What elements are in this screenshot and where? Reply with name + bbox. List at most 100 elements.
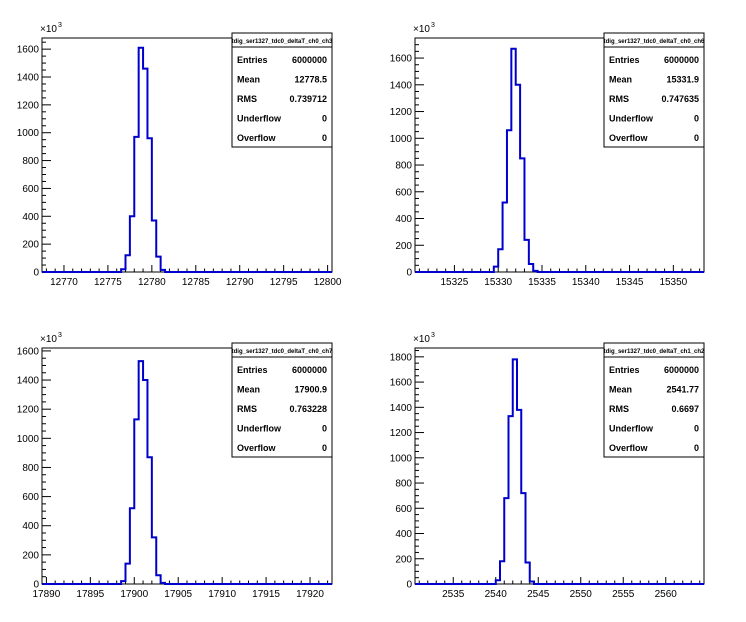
stats-value: 0 — [322, 443, 327, 453]
histogram-pad-2: 0 200 400 600 800 1000 1200 1400 1600 15325 15330 1… — [390, 22, 705, 288]
histogram-outline — [42, 360, 332, 585]
stats-label: Underflow — [237, 114, 282, 124]
stats-label: Mean — [237, 75, 260, 85]
y-exponent-power: 3 — [58, 22, 62, 29]
x-tick-label: 15340 — [572, 277, 600, 288]
x-tick-label: 12790 — [226, 277, 254, 288]
stats-value: 0.6697 — [671, 404, 699, 414]
x-tick-label: 2555 — [612, 589, 635, 600]
y-tick-label: 200 — [22, 550, 39, 561]
y-tick-label: 600 — [22, 492, 39, 503]
stats-box-frame — [603, 32, 705, 148]
stats-label: Overflow — [237, 443, 277, 453]
stats-box: tdig_ser1327_tdc0_deltaT_ch0_ch6 Entries 6… — [603, 32, 705, 148]
stats-value: 6000000 — [664, 55, 699, 65]
stats-value: 0 — [694, 114, 699, 124]
stats-label: Overflow — [609, 443, 649, 453]
y-tick-label: 600 — [22, 184, 39, 195]
stats-label: Mean — [609, 75, 632, 85]
y-tick-label: 1200 — [390, 428, 413, 439]
stats-value: 0.763228 — [289, 404, 327, 414]
y-tick-label: 1600 — [17, 346, 40, 357]
stats-label: Overflow — [237, 133, 277, 143]
y-tick-label: 1400 — [17, 73, 40, 84]
stats-value: 15331.9 — [666, 75, 699, 85]
stats-box: tdig_ser1327_tdc0_deltaT_ch1_ch2 Entries 6… — [603, 342, 705, 458]
histogram-title: tdig_ser1327_tdc0_deltaT_ch0_ch7 — [232, 349, 333, 355]
y-tick-label: 1400 — [390, 80, 413, 91]
histogram-pad-1: 0 200 400 600 800 1000 1200 1400 1600 12770 12775 1… — [17, 22, 342, 288]
y-tick-label: 1400 — [17, 376, 40, 387]
y-tick-label: 800 — [395, 161, 412, 172]
stats-label: Underflow — [609, 424, 654, 434]
y-tick-label: 400 — [22, 212, 39, 223]
stats-label: Entries — [237, 365, 268, 375]
stats-label: Entries — [609, 55, 640, 65]
y-exponent-power: 3 — [58, 332, 62, 339]
stats-label: RMS — [237, 94, 257, 104]
y-tick-label: 0 — [406, 268, 412, 279]
stats-label: Overflow — [609, 133, 649, 143]
y-tick-label: 200 — [395, 241, 412, 252]
histogram-outline — [415, 358, 704, 585]
stats-value: 6000000 — [664, 365, 699, 375]
stats-label: Entries — [609, 365, 640, 375]
y-exponent-label: ×10 — [413, 334, 430, 345]
stats-value: 17900.9 — [294, 385, 327, 395]
y-tick-label: 1000 — [17, 128, 40, 139]
y-tick-label: 1600 — [390, 54, 413, 65]
x-tick-label: 17905 — [164, 589, 192, 600]
x-tick-label: 12770 — [50, 277, 78, 288]
x-tick-label: 15345 — [616, 277, 644, 288]
stats-box-frame — [231, 342, 333, 458]
y-exponent-power: 3 — [431, 22, 435, 29]
x-tick-label: 12780 — [138, 277, 166, 288]
y-tick-label: 600 — [395, 504, 412, 515]
y-tick-label: 800 — [395, 479, 412, 490]
x-tick-label: 15335 — [528, 277, 556, 288]
stats-value: 0 — [694, 424, 699, 434]
y-tick-label: 1000 — [390, 453, 413, 464]
x-tick-label: 17895 — [76, 589, 104, 600]
stats-value: 0 — [694, 443, 699, 453]
y-tick-label: 400 — [395, 214, 412, 225]
histogram-outline — [415, 47, 704, 273]
y-exponent-power: 3 — [431, 332, 435, 339]
stats-label: RMS — [237, 404, 257, 414]
stats-value: 2541.77 — [666, 385, 699, 395]
stats-value: 6000000 — [292, 55, 327, 65]
x-tick-label: 17920 — [296, 589, 324, 600]
y-tick-label: 1400 — [390, 403, 413, 414]
x-tick-label: 17900 — [120, 589, 148, 600]
stats-box-frame — [603, 342, 705, 458]
x-tick-label: 12795 — [270, 277, 298, 288]
y-tick-label: 800 — [22, 463, 39, 474]
y-tick-label: 1200 — [17, 100, 40, 111]
stats-box-frame — [231, 32, 333, 148]
stats-label: RMS — [609, 94, 629, 104]
stats-label: Mean — [609, 385, 632, 395]
y-tick-label: 0 — [406, 580, 412, 591]
y-tick-label: 1200 — [390, 107, 413, 118]
y-tick-label: 200 — [22, 240, 39, 251]
x-tick-label: 15330 — [484, 277, 512, 288]
x-tick-label: 15325 — [441, 277, 469, 288]
y-tick-label: 1600 — [17, 45, 40, 56]
x-tick-label: 15350 — [659, 277, 687, 288]
y-tick-label: 400 — [395, 529, 412, 540]
y-tick-label: 200 — [395, 554, 412, 565]
y-tick-label: 1200 — [17, 405, 40, 416]
stats-value: 0 — [322, 424, 327, 434]
x-tick-label: 2535 — [442, 589, 465, 600]
y-exponent-label: ×10 — [40, 334, 57, 345]
x-tick-label: 17915 — [252, 589, 280, 600]
y-tick-label: 0 — [33, 580, 39, 591]
x-tick-label: 17890 — [32, 589, 60, 600]
y-tick-label: 1000 — [390, 134, 413, 145]
y-tick-label: 800 — [22, 156, 39, 167]
stats-box: tdig_ser1327_tdc0_deltaT_ch0_ch7 Entries 6… — [231, 342, 333, 458]
y-tick-label: 400 — [22, 521, 39, 532]
x-tick-label: 12775 — [94, 277, 122, 288]
stats-label: RMS — [609, 404, 629, 414]
